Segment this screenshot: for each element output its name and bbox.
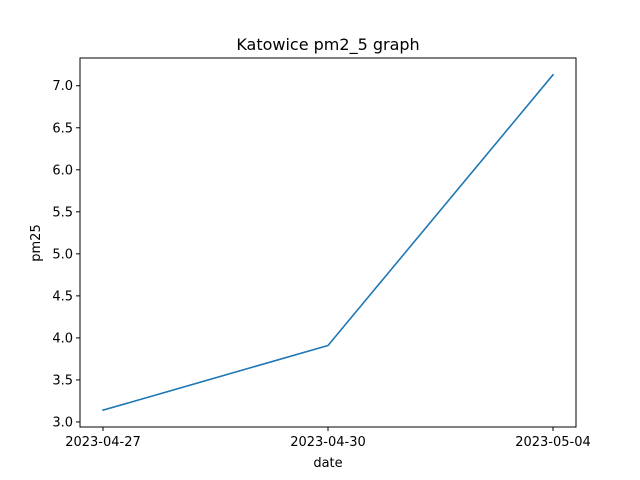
y-tick-label: 4.0 <box>52 331 73 346</box>
x-tick-label: 2023-05-04 <box>515 435 591 450</box>
y-tick-label: 3.5 <box>52 373 73 388</box>
y-tick-label: 3.0 <box>52 415 73 430</box>
y-tick-label: 5.0 <box>52 247 73 262</box>
y-axis-label: pm25 <box>29 224 44 261</box>
x-tick-label: 2023-04-30 <box>290 435 366 450</box>
chart-title: Katowice pm2_5 graph <box>236 35 419 55</box>
y-tick-label: 6.0 <box>52 163 73 178</box>
y-tick-label: 4.5 <box>52 289 73 304</box>
y-tick-label: 6.5 <box>52 121 73 136</box>
y-axis-ticks: 3.0 3.5 4.0 4.5 5.0 5.5 6.0 6.5 7.0 <box>52 79 80 430</box>
x-axis-ticks: 2023-04-27 2023-04-30 2023-05-04 <box>65 427 591 450</box>
y-tick-label: 5.5 <box>52 205 73 220</box>
x-tick-label: 2023-04-27 <box>65 435 141 450</box>
y-tick-label: 7.0 <box>52 79 73 94</box>
series-line-0 <box>102 73 555 412</box>
x-axis-label: date <box>313 456 342 471</box>
plot-marks <box>102 73 555 412</box>
